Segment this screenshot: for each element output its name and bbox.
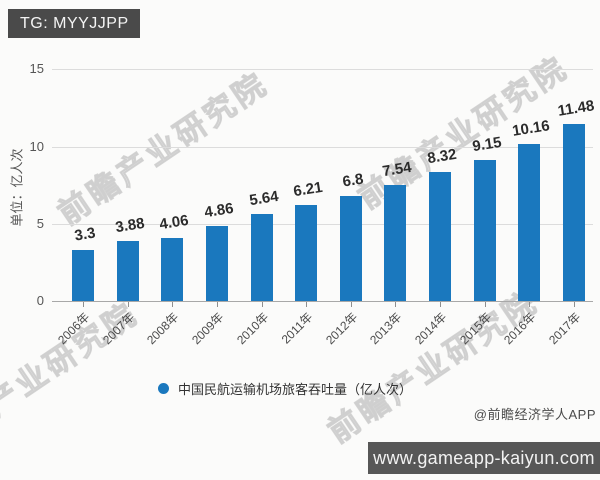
- bar-2011年: [295, 205, 318, 301]
- x-axis-tick: [574, 302, 576, 307]
- x-axis-tick: [172, 302, 174, 307]
- x-axis-tick: [306, 302, 308, 307]
- x-axis-tick: [83, 302, 84, 307]
- x-axis-tick: [127, 302, 129, 307]
- bar-2012年: [339, 196, 362, 301]
- x-axis-tick: [484, 302, 486, 307]
- x-axis-tick: [216, 302, 218, 307]
- x-axis-tick: [529, 302, 531, 307]
- source-credit: @前瞻经济学人APP: [473, 407, 596, 422]
- bar-2016年: [518, 144, 541, 301]
- y-tick-label: 0: [36, 293, 44, 308]
- chart-legend: 中国民航运输机场旅客吞吐量（亿人次）: [158, 380, 413, 397]
- legend-circle-icon: [158, 382, 169, 394]
- x-axis-tick: [261, 302, 263, 307]
- x-axis-line: [52, 301, 593, 302]
- y-tick-label: 10: [29, 139, 44, 154]
- x-axis-tick: [440, 302, 442, 307]
- bar-2014年: [429, 172, 452, 301]
- bar-2010年: [250, 214, 273, 301]
- bar-value-label: 11.48: [556, 97, 596, 120]
- gridline-y15: [52, 69, 593, 70]
- gridline-y5: [52, 224, 593, 225]
- bar-2013年: [384, 185, 407, 301]
- x-axis-tick: [350, 302, 352, 307]
- y-tick-label: 5: [36, 216, 44, 231]
- y-tick-label: 15: [29, 61, 44, 76]
- bar-2006年: [72, 250, 94, 301]
- legend-label: 中国民航运输机场旅客吞吐量（亿人次）: [178, 381, 413, 397]
- bar-2008年: [161, 238, 184, 301]
- gridline-y10: [52, 147, 593, 148]
- bar-2015年: [473, 160, 496, 301]
- footer-url-bar[interactable]: www.gameapp-kaiyun.com: [368, 442, 600, 474]
- bar-2007年: [116, 241, 139, 301]
- x-axis-tick: [395, 302, 397, 307]
- bar-2009年: [205, 226, 228, 301]
- tg-badge: TG: MYYJJPP: [8, 9, 140, 38]
- bar-2017年: [563, 124, 586, 301]
